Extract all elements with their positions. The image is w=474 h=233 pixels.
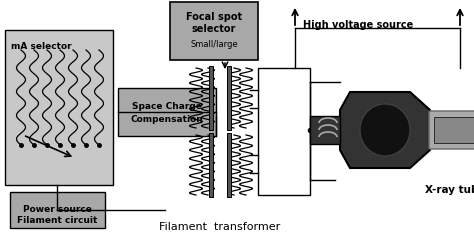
Text: Small/large: Small/large: [190, 40, 238, 49]
Text: Filament circuit: Filament circuit: [18, 216, 98, 225]
Bar: [170, 2, 258, 60]
Bar: [118, 88, 216, 136]
Polygon shape: [340, 92, 430, 168]
Bar: [227, 133, 231, 197]
Bar: [209, 133, 213, 197]
Text: Focal spot: Focal spot: [186, 12, 242, 22]
Bar: [434, 117, 474, 143]
Text: selector: selector: [192, 24, 236, 34]
Text: High voltage source: High voltage source: [303, 20, 413, 30]
Bar: [258, 68, 310, 195]
Text: mA selector: mA selector: [11, 42, 72, 51]
Text: Power source: Power source: [23, 205, 92, 214]
FancyBboxPatch shape: [429, 111, 474, 149]
Bar: [310, 116, 340, 144]
Text: Space Charge: Space Charge: [132, 102, 202, 111]
Text: Compensation: Compensation: [131, 115, 203, 124]
Text: Filament  transformer: Filament transformer: [159, 222, 281, 232]
Bar: [10, 192, 105, 228]
Ellipse shape: [360, 104, 410, 156]
Bar: [5, 30, 113, 185]
Text: X-ray tube: X-ray tube: [425, 185, 474, 195]
Bar: [227, 66, 231, 130]
Bar: [209, 66, 213, 130]
